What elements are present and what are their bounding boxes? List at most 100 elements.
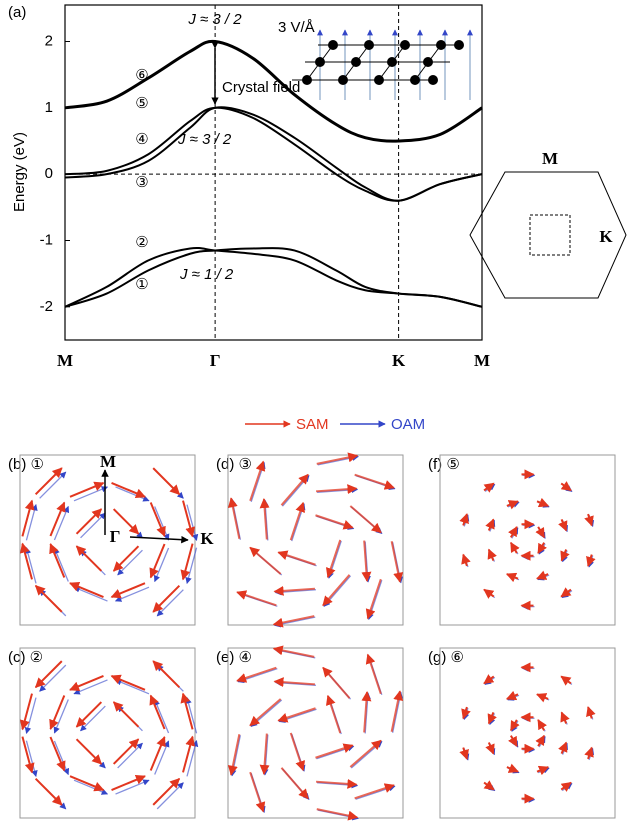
sam-arrow [289,732,306,772]
sam-arrow [487,548,497,561]
sam-arrow [558,519,568,532]
spin-texture [227,452,404,628]
panel-frame [439,647,616,819]
oam-arrow [350,741,383,769]
oam-arrow [250,699,283,727]
sam-arrow [586,706,596,719]
sam-arrow [69,775,105,792]
annotation: ⑥ [135,67,148,84]
oam-arrow [73,779,109,795]
sam-arrow [75,508,103,535]
sam-arrow [508,735,518,747]
oam-arrow [73,679,108,695]
plot-frame [64,4,483,341]
sam-arrow [390,690,404,732]
sam-arrow [509,541,520,554]
sam-arrow [152,777,181,806]
sam-arrow [354,473,395,490]
sam-arrow [560,481,572,492]
sam-arrow [75,738,103,765]
sam-arrow [536,497,550,508]
sam-arrow [508,526,518,538]
sam-arrow [560,549,570,562]
sam-arrow [361,540,372,582]
sam-arrow [34,660,63,689]
sam-arrow [461,706,471,720]
oam-arrow [25,503,38,541]
sam-arrow [558,741,568,754]
oam-arrow [154,506,170,541]
sam-arrow [315,484,358,495]
oam-arrow [114,586,150,602]
panel-label: (e) ④ [216,649,252,666]
sam-arrow [49,543,66,578]
sam-arrow [485,518,495,531]
sam-arrow [459,513,469,526]
sam-arrow [182,735,196,773]
oam-arrow [115,486,150,502]
oam-arrow [73,586,108,602]
sam-arrow [227,734,241,776]
sam-arrow [34,584,63,613]
oam-arrow [355,785,396,800]
sam-arrow [365,578,382,620]
sam-arrow [149,543,166,579]
sam-arrow [182,500,196,538]
sam-arrow [280,473,309,506]
spin-texture [227,645,404,821]
spin-texture [19,467,199,617]
sam-arrow [277,707,316,723]
sam-arrow [536,570,549,580]
sam-arrow [149,736,166,771]
sam-arrow [536,765,550,776]
sam-arrow [69,675,104,691]
sam-arrow [315,743,354,759]
sam-arrow [325,539,342,579]
sam-arrow [509,719,520,732]
sam-arrow [485,742,495,755]
oam-arrow [237,668,278,683]
sam-arrow [536,693,549,703]
sam-arrow [535,526,546,539]
sam-arrow [249,546,282,575]
sam-arrow [506,763,519,773]
oam-arrow [24,697,37,734]
y-tick-label: 0 [45,165,53,182]
sam-arrow [227,497,241,539]
band-line [64,106,483,202]
annotation: (a) [8,4,26,21]
axis-label: M [100,452,116,471]
sam-arrow [315,778,358,789]
panel-label: (g) ⑥ [428,649,464,666]
sam-arrow [487,712,497,725]
sam-arrow [537,719,547,731]
oam-arrow [274,616,316,628]
sam-arrow [180,543,194,581]
sam-arrow [506,500,519,510]
sam-arrow [322,666,351,699]
annotation: J ≈ 3 / 2 [187,11,242,28]
sam-arrow [112,508,140,535]
band-line [64,106,483,202]
sam-arrow [483,482,495,493]
band-line [64,39,483,143]
oam-arrow [53,547,69,582]
panel-label: (c) ② [8,649,43,666]
annotation: Crystal field [222,79,300,96]
oam-arrow [316,745,355,760]
sam-arrow [315,514,354,530]
sam-arrow [584,746,594,760]
y-tick-label: 1 [45,99,53,116]
panel-label: (d) ③ [216,456,252,473]
sam-arrow [483,780,495,791]
sam-arrow [349,739,382,768]
oam-arrow [367,579,383,621]
sam-arrow [316,452,359,465]
sam-arrow [236,666,277,683]
sam-arrow [273,677,316,688]
sam-arrow [535,734,546,747]
sam-arrow [149,502,166,537]
lattice-inset [292,29,473,100]
sam-arrow [69,582,104,598]
oam-arrow [153,698,170,734]
